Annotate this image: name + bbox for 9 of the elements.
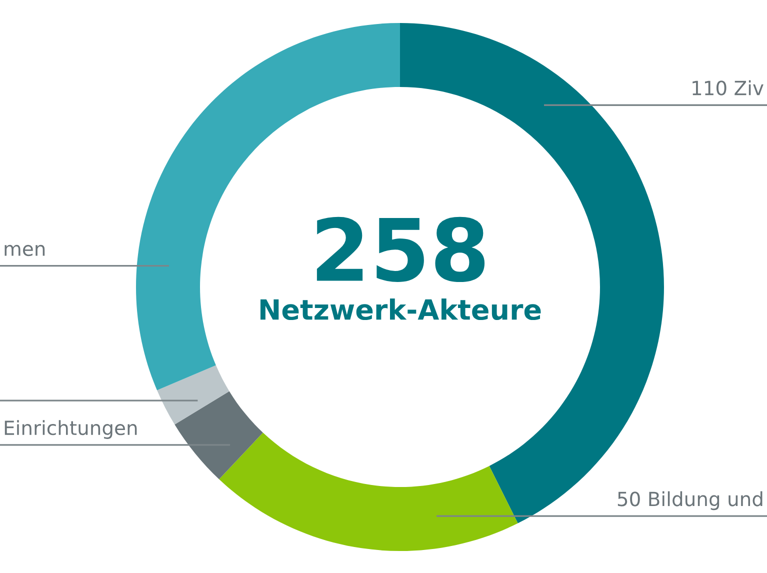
- donut-slice: [219, 432, 518, 551]
- text: 258: [316, 216, 485, 282]
- slice-label: 50 Bildung und: [618, 491, 762, 510]
- slice-label: 110 Ziv: [692, 80, 764, 96]
- donut-slice: [157, 365, 230, 425]
- slice-label: men: [4, 244, 45, 256]
- slice-label: Einrichtungen: [4, 420, 137, 439]
- donut-slice: [174, 391, 263, 480]
- text: Netzwerk-Akteure: [260, 298, 541, 320]
